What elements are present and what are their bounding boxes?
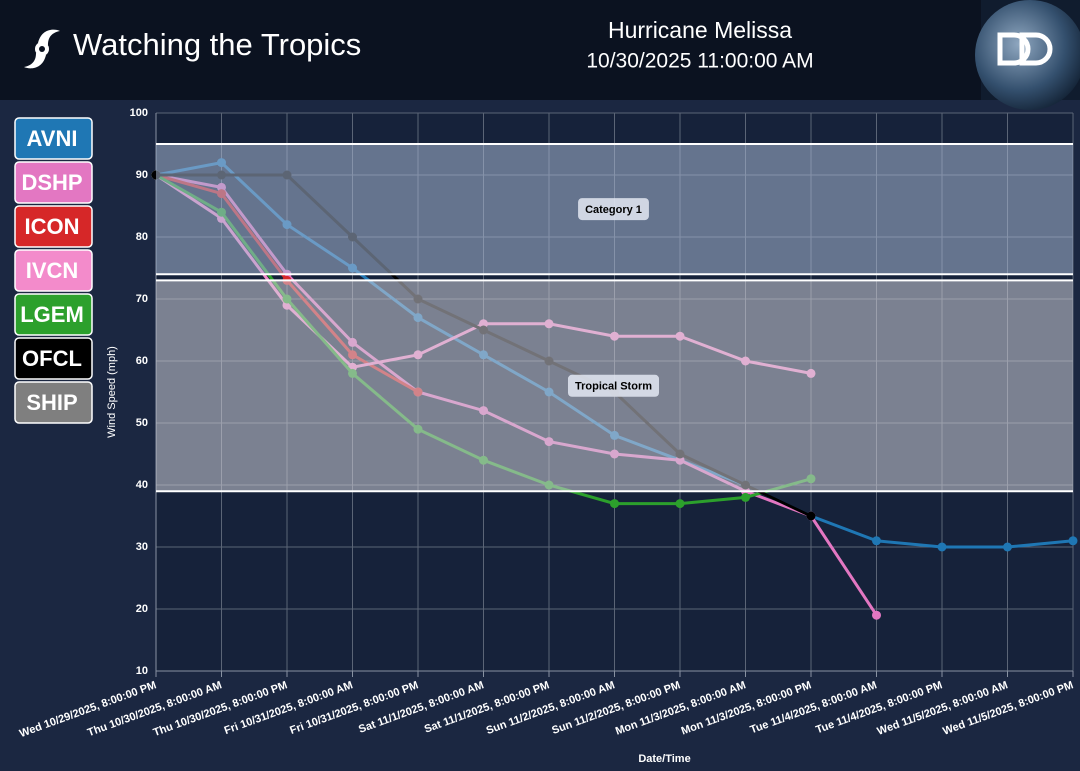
legend-item[interactable]: ICON: [14, 205, 93, 248]
storm-icon: [24, 29, 60, 69]
legend-item[interactable]: SHIP: [14, 381, 93, 424]
legend-swatch: [14, 117, 93, 160]
legend-swatch: [14, 293, 93, 336]
storm-name: Hurricane Melissa: [608, 17, 792, 43]
legend-swatch: [14, 337, 93, 380]
brand-title: Watching the Tropics: [73, 27, 361, 62]
series-point: [937, 542, 947, 552]
legend-item[interactable]: IVCN: [14, 249, 93, 292]
y-tick-label: 20: [136, 603, 148, 615]
band-label-box: [567, 374, 660, 397]
header-bar: [0, 0, 1080, 100]
series-point: [1068, 536, 1078, 546]
series-point: [675, 499, 685, 509]
advisory-time: 10/30/2025 11:00:00 AM: [586, 50, 813, 73]
legend-item[interactable]: DSHP: [14, 161, 93, 204]
legend-label: LGEM: [20, 302, 84, 327]
legend-label: DSHP: [21, 170, 82, 195]
series-point: [806, 511, 816, 521]
y-axis-label: Wind Speed (mph): [106, 346, 118, 438]
legend-item[interactable]: AVNI: [14, 117, 93, 160]
series-point: [872, 536, 881, 546]
band-label: Tropical Storm: [575, 381, 652, 393]
legend-swatch: [14, 161, 93, 204]
y-tick-label: 30: [136, 541, 148, 553]
legend-item[interactable]: LGEM: [14, 293, 93, 336]
legend-label: SHIP: [26, 390, 77, 415]
legend-label: AVNI: [27, 126, 78, 151]
y-tick-label: 60: [136, 355, 148, 367]
y-tick-label: 70: [136, 293, 148, 305]
series-point: [1003, 542, 1012, 552]
legend-label: ICON: [25, 214, 80, 239]
y-tick-label: 90: [136, 169, 148, 181]
y-tick-label: 40: [136, 479, 148, 491]
y-tick-label: 50: [136, 417, 148, 429]
legend-swatch: [14, 249, 93, 292]
series-point: [741, 492, 750, 502]
x-axis-label: Date/Time: [638, 753, 690, 765]
legend-label: IVCN: [26, 258, 79, 283]
y-tick-label: 100: [130, 107, 148, 119]
x-tick-label: Sat 11/1/2025, 8:00:00 AM: [357, 679, 485, 736]
series-point: [872, 610, 881, 620]
legend-label: OFCL: [22, 346, 82, 371]
legend-swatch: [14, 381, 93, 424]
y-tick-label: 80: [136, 231, 148, 243]
band-label: Category 1: [585, 204, 642, 216]
y-tick-label: 10: [136, 665, 148, 677]
series-point: [610, 499, 619, 509]
band-label-box: [578, 198, 649, 221]
legend-swatch: [14, 205, 93, 248]
legend-item[interactable]: OFCL: [14, 337, 93, 380]
logo: [975, 0, 1080, 110]
